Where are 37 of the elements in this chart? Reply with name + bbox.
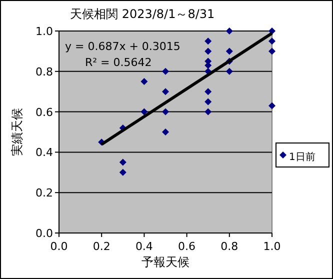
point <box>119 158 126 166</box>
y-tick-label: 0.4 <box>36 146 53 160</box>
point <box>140 78 148 85</box>
y-axis-title: 実績天候 <box>10 108 24 156</box>
point <box>268 102 276 110</box>
point <box>204 108 212 116</box>
point <box>226 68 233 75</box>
x-tick-label: 0.2 <box>92 240 110 253</box>
point <box>140 108 148 116</box>
annotation: R² = 0.5642 <box>85 56 152 69</box>
y-tick-label: 1.0 <box>36 25 53 38</box>
point <box>226 28 233 34</box>
y-tick-label: 0.0 <box>36 227 53 240</box>
y-tick-label: 0.2 <box>36 186 53 200</box>
x-tick-label: 1.0 <box>263 240 281 253</box>
point <box>162 68 169 75</box>
point <box>162 88 169 96</box>
chart-title: 天候相関 2023/8/1～8/31 <box>70 7 215 21</box>
point <box>268 48 276 55</box>
x-tick-label: 0.4 <box>135 240 153 253</box>
point <box>162 108 169 116</box>
x-tick-label: 0.6 <box>178 240 196 253</box>
point <box>204 98 212 106</box>
point <box>226 48 233 55</box>
legend-label: 1日前 <box>289 151 316 163</box>
x-axis-title: 予報天候 <box>142 255 190 269</box>
point <box>204 48 212 55</box>
point <box>204 88 212 96</box>
x-tick-label: 0.8 <box>220 240 238 253</box>
point <box>268 38 276 45</box>
y-tick-label: 0.8 <box>36 65 53 78</box>
y-tick-label: 0.6 <box>36 106 53 119</box>
x-tick-label: 0.0 <box>50 240 68 253</box>
annotation: y = 0.687x + 0.3015 <box>65 40 180 53</box>
point <box>119 168 126 176</box>
point <box>162 128 169 136</box>
point <box>204 38 212 45</box>
